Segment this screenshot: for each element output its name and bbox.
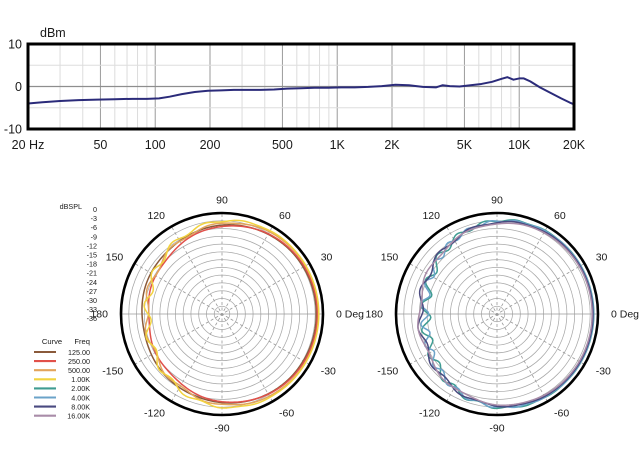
dbspl-scale-value: -15 — [87, 251, 97, 260]
polar-angle-label: 120 — [422, 210, 440, 222]
polar-angle-label: 180 — [365, 309, 383, 321]
polar-curves — [417, 219, 595, 410]
dbspl-scale-value: -18 — [87, 260, 97, 269]
polar-angle-label: 60 — [554, 210, 566, 222]
polar-angle-label: 90 — [491, 195, 503, 207]
polar-outer-circle — [394, 211, 600, 417]
polar-spoke — [409, 263, 585, 365]
polar-angle-label: -60 — [279, 407, 294, 419]
polar-curve — [420, 219, 595, 409]
polar-angle-label: 150 — [106, 252, 124, 264]
legend-frequency-label: 8.00K — [71, 402, 90, 411]
dbspl-scale-value: -27 — [87, 287, 97, 296]
polar-spoke — [134, 263, 310, 365]
x-tick-label: 20 Hz — [12, 138, 45, 152]
legend-frequency-label: 4.00K — [71, 393, 90, 402]
polar-curve — [417, 220, 594, 408]
horizontal-gridlines — [28, 64, 574, 109]
dbspl-scale-value: -9 — [91, 232, 97, 241]
polar-angle-label: 150 — [381, 252, 399, 264]
x-tick-label: 10K — [508, 138, 531, 152]
x-tick-label: 20K — [563, 138, 586, 152]
x-tick-label: 5K — [457, 138, 473, 152]
polar-angle-label: -150 — [102, 366, 123, 378]
x-tick-label: 50 — [93, 138, 107, 152]
dbspl-scale-value: -6 — [91, 223, 97, 232]
polar-angle-label: -30 — [321, 366, 336, 378]
polar-angle-label: 30 — [321, 252, 333, 264]
polar-angle-label: 180 — [90, 309, 108, 321]
curve-legend: Curve Freq 125.00250.00500.001.00K2.00K4.0… — [34, 337, 90, 421]
polar-angle-label: 0 Deg — [336, 309, 364, 321]
legend-frequency-label: 1.00K — [71, 375, 90, 384]
legend-row[interactable]: 250.00 — [34, 357, 90, 366]
y-tick-label: 10 — [8, 38, 22, 52]
polar-curve — [143, 219, 320, 409]
x-tick-label: 200 — [200, 138, 221, 152]
plot-frame — [26, 42, 576, 131]
polar-outer-circle — [119, 211, 325, 417]
dbspl-scale-title: dBSPL — [60, 202, 82, 211]
polar-curves — [141, 219, 320, 409]
legend-header-curve: Curve — [42, 337, 62, 346]
polar-angle-labels: 0 Deg 30 60 90 120 150 180 -150 -120 -90 -60 -30 — [365, 195, 639, 435]
polar-angle-label: -120 — [419, 407, 440, 419]
polar-angle-label: -120 — [144, 407, 165, 419]
dbspl-scale-value: 0 — [93, 205, 97, 214]
legend-row[interactable]: 4.00K — [34, 393, 90, 402]
polar-angle-label: 90 — [216, 195, 228, 207]
dbspl-scale: dBSPL 0-3-6-9-12-15-18-21-24-27-30-33-36 — [60, 202, 97, 323]
x-tick-label: 500 — [272, 138, 293, 152]
response-curve — [27, 76, 575, 106]
legend-row[interactable]: 125.00 — [34, 348, 90, 357]
x-tick-label: 100 — [145, 138, 166, 152]
polar-grid — [394, 211, 600, 417]
y-tick-label: -10 — [4, 123, 22, 137]
polar-angle-label: -150 — [377, 366, 398, 378]
polar-angle-label: 120 — [147, 210, 165, 222]
polar-plot-high-frequency: 0 Deg 30 60 90 120 150 180 -150 -120 -90 -60 -30 — [365, 195, 639, 435]
dbspl-scale-value: -3 — [91, 214, 97, 223]
dbspl-scale-value: -12 — [87, 241, 97, 250]
legend-row[interactable]: 16.00K — [34, 412, 90, 421]
dbspl-scale-value: -24 — [87, 278, 97, 287]
legend-frequency-label: 500.00 — [68, 366, 90, 375]
legend-row[interactable]: 500.00 — [34, 366, 90, 375]
polar-angle-label: -30 — [596, 366, 611, 378]
polar-angle-label: -60 — [554, 407, 569, 419]
legend-frequency-label: 250.00 — [68, 357, 90, 366]
polar-angle-label: 30 — [596, 252, 608, 264]
polar-angle-label: 0 Deg — [611, 309, 639, 321]
y-tick-label: 0 — [15, 80, 22, 94]
dbspl-scale-value: -33 — [87, 305, 97, 314]
polar-angle-label: -90 — [489, 423, 504, 435]
legend-frequency-label: 125.00 — [68, 348, 90, 357]
dbspl-scale-value: -30 — [87, 296, 97, 305]
polar-angle-label: 60 — [279, 210, 291, 222]
legend-row[interactable]: 8.00K — [34, 402, 90, 411]
legend-header-freq: Freq — [74, 337, 90, 346]
x-tick-label: 1K — [330, 138, 346, 152]
dbspl-scale-value: -36 — [87, 314, 97, 323]
legend-frequency-label: 16.00K — [67, 412, 90, 421]
polar-curve — [417, 222, 593, 407]
polar-grid — [119, 211, 325, 417]
y-axis-title: dBm — [40, 26, 66, 40]
legend-row[interactable]: 2.00K — [34, 384, 90, 393]
x-tick-label: 2K — [384, 138, 400, 152]
polar-angle-label: -90 — [214, 423, 229, 435]
dbspl-scale-value: -21 — [87, 269, 97, 278]
legend-frequency-label: 2.00K — [71, 384, 90, 393]
legend-row[interactable]: 1.00K — [34, 375, 90, 384]
